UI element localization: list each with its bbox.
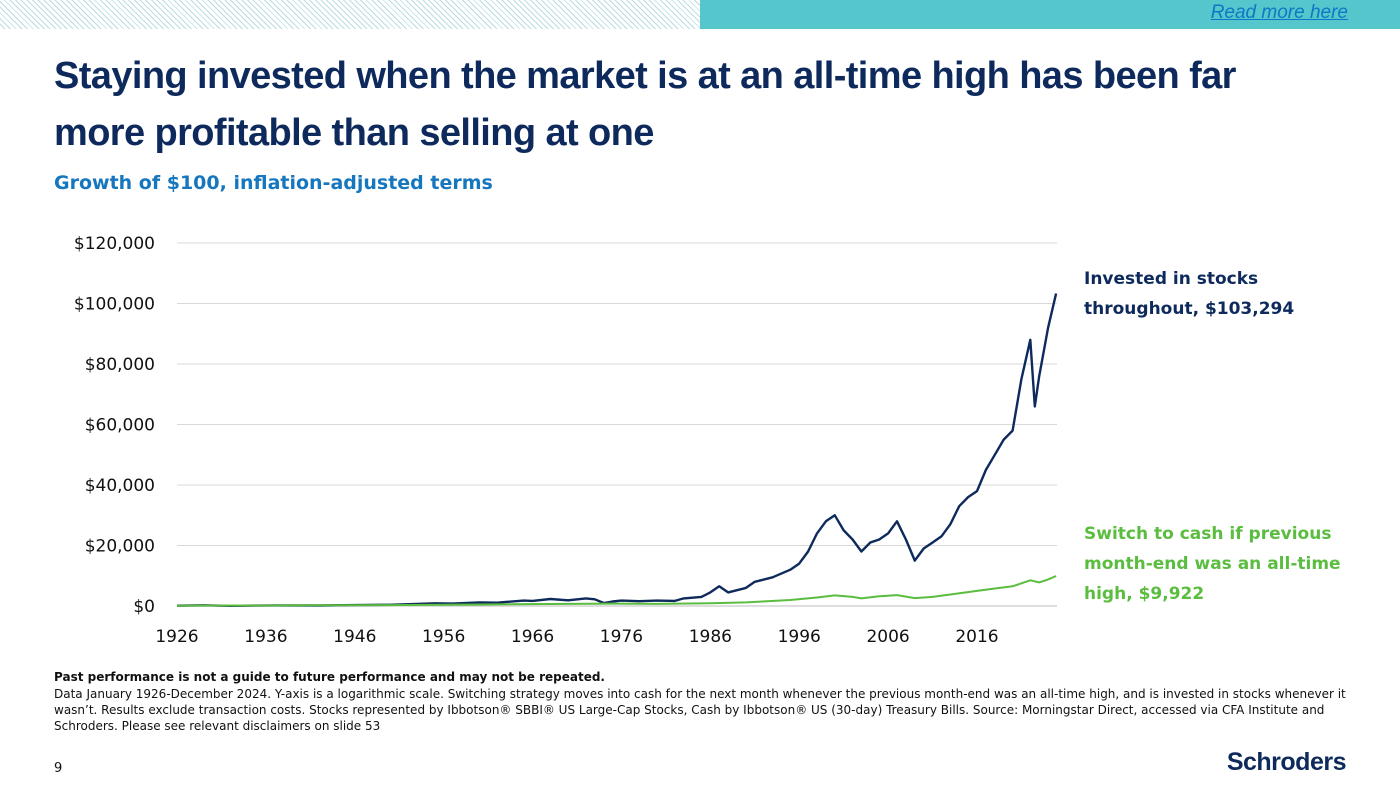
y-axis-ticks: $0 $20,000 $40,000 $60,000 $80,000 $100,000 $1…: [74, 234, 155, 617]
y-tick-label: $0: [133, 597, 155, 617]
x-tick-label: 2006: [866, 627, 909, 647]
header-teal-bar: [700, 0, 1400, 29]
page-title: Staying invested when the market is at a…: [54, 55, 1236, 154]
chart-subtitle: Growth of $100, inflation-adjusted terms: [54, 172, 493, 194]
x-tick-label: 1986: [689, 627, 732, 647]
x-tick-label: 1966: [511, 627, 554, 647]
read-more-link[interactable]: Read more here: [1210, 2, 1348, 23]
x-tick-label: 1936: [244, 627, 287, 647]
x-tick-label: 1946: [333, 627, 376, 647]
x-tick-label: 1976: [600, 627, 643, 647]
stocks-series-line: [176, 293, 1058, 607]
x-tick-label: 1996: [778, 627, 821, 647]
x-axis-ticks: 1926 1936 1946 1956 1966 1976 1986 1996 2006 2016: [155, 627, 998, 647]
cash-series-line: [176, 575, 1057, 607]
y-tick-label: $80,000: [85, 355, 155, 375]
x-tick-label: 2016: [955, 627, 998, 647]
chart-grid: [177, 242, 1057, 607]
x-tick-label: 1926: [155, 627, 198, 647]
performance-disclaimer: Past performance is not a guide to futur…: [54, 670, 605, 684]
x-tick-label: 1956: [422, 627, 465, 647]
page-number: 9: [54, 761, 63, 776]
cash-series-label: Switch to cash if previous month-end was…: [1084, 524, 1341, 604]
chart-series: [176, 293, 1058, 607]
header-hatch-band: [0, 0, 700, 29]
y-tick-label: $20,000: [85, 537, 155, 557]
y-tick-label: $100,000: [74, 295, 155, 315]
line-chart: $0 $20,000 $40,000 $60,000 $80,000 $100,000 $1…: [74, 234, 1058, 647]
data-source-note: Data January 1926-December 2024. Y-axis …: [54, 687, 1346, 733]
y-tick-label: $60,000: [85, 416, 155, 436]
schroders-logo: Schroders: [1226, 748, 1347, 776]
stocks-series-label: Invested in stocks throughout, $103,294: [1084, 269, 1295, 319]
y-tick-label: $40,000: [85, 476, 155, 496]
y-tick-label: $120,000: [74, 234, 155, 254]
